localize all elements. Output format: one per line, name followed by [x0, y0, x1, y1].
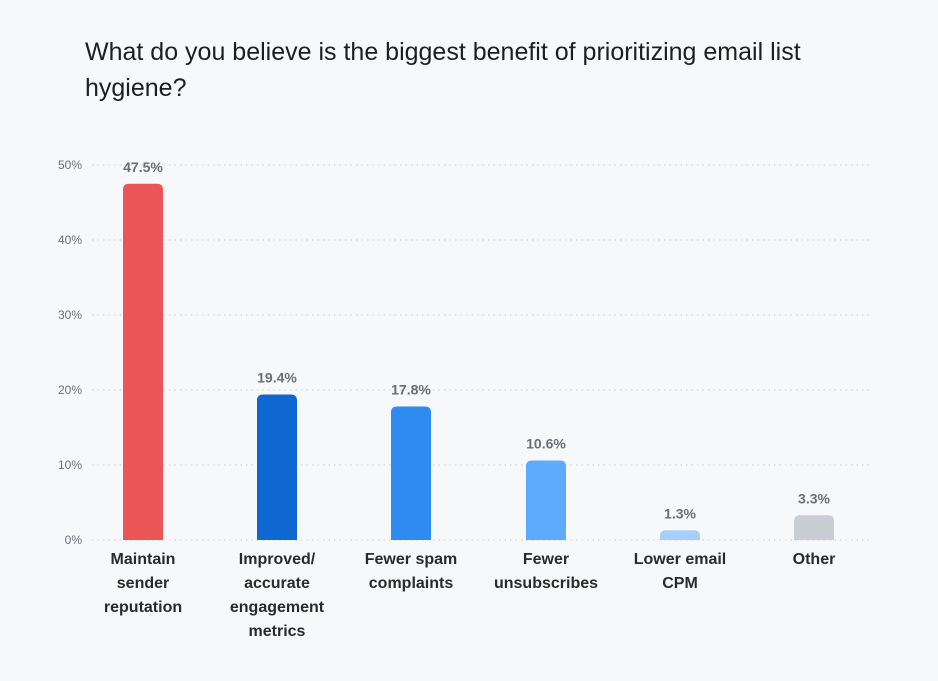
y-tick-label: 20%: [58, 383, 82, 397]
bar: [123, 183, 163, 540]
data-label: 10.6%: [526, 436, 566, 452]
data-label: 19.4%: [257, 370, 297, 386]
x-category-label: Improved/ accurate engagement metrics: [229, 551, 325, 640]
x-category-label: Lower email CPM: [633, 551, 727, 592]
data-label: 1.3%: [664, 505, 696, 521]
x-category-label: Fewer spam complaints: [364, 551, 458, 592]
y-tick-label: 0%: [65, 533, 83, 547]
bar: [391, 406, 431, 540]
y-tick-label: 30%: [58, 308, 82, 322]
bar: [660, 530, 700, 540]
bar: [794, 515, 834, 540]
bar: [526, 460, 566, 540]
x-category-label: Maintain sender reputation: [103, 551, 183, 616]
data-label: 17.8%: [391, 382, 431, 398]
chart-title: What do you believe is the biggest benef…: [85, 38, 801, 102]
y-tick-label: 40%: [58, 233, 82, 247]
y-tick-label: 10%: [58, 458, 82, 472]
data-label: 3.3%: [798, 490, 830, 506]
x-category-label: Other: [792, 551, 836, 568]
bar: [257, 394, 297, 540]
x-category-label: Fewer unsubscribes: [493, 551, 599, 592]
y-tick-label: 50%: [58, 158, 82, 172]
data-label: 47.5%: [123, 159, 163, 175]
